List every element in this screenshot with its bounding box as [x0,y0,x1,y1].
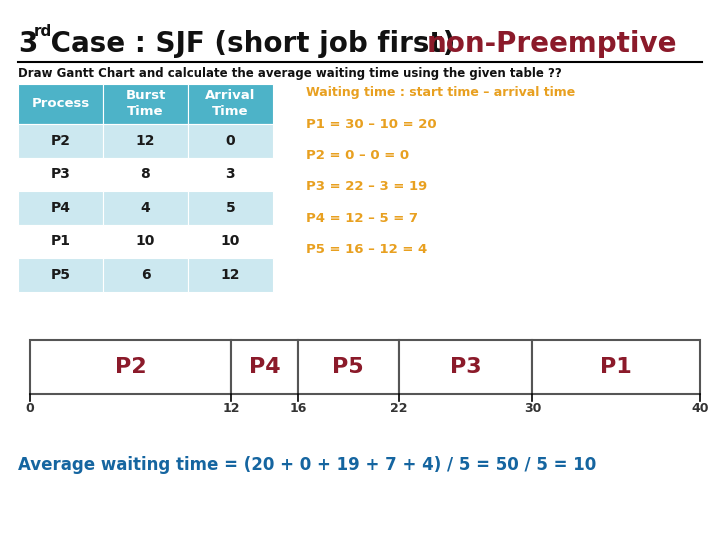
Text: P4: P4 [249,357,280,377]
Bar [298,340,399,394]
Bar [188,191,273,225]
Text: P4 = 12 – 5 = 7: P4 = 12 – 5 = 7 [306,212,418,225]
Text: P3: P3 [50,167,71,181]
Bar [188,158,273,191]
Bar [103,191,188,225]
Bar [18,225,103,258]
Text: 16: 16 [289,402,307,415]
Text: Case : SJF (short job first): Case : SJF (short job first) [41,30,465,58]
Text: 5: 5 [225,201,235,215]
Bar [188,225,273,258]
Text: P4: P4 [50,201,71,215]
Bar [18,191,103,225]
Bar [231,340,298,394]
Bar [188,124,273,158]
Text: P3: P3 [450,357,481,377]
Text: P1: P1 [50,234,71,248]
Text: Arrival
Time: Arrival Time [205,90,256,118]
Text: 3: 3 [225,167,235,181]
Bar [103,84,188,124]
Bar [188,84,273,124]
Text: Draw Gantt Chart and calculate the average waiting time using the given table ??: Draw Gantt Chart and calculate the avera… [18,68,562,80]
Bar [18,258,103,292]
Text: P2 = 0 – 0 = 0: P2 = 0 – 0 = 0 [306,149,409,162]
Text: 4: 4 [140,201,150,215]
Text: 10: 10 [136,234,155,248]
Text: 10: 10 [221,234,240,248]
Text: P3 = 22 – 3 = 19: P3 = 22 – 3 = 19 [306,180,427,193]
Text: Process: Process [32,97,89,111]
Text: 12: 12 [222,402,240,415]
Bar [103,124,188,158]
Text: P5: P5 [333,357,364,377]
Text: Waiting time : start time – arrival time: Waiting time : start time – arrival time [306,86,575,99]
Text: 3: 3 [18,30,37,58]
Bar [18,84,103,124]
Text: P5: P5 [50,268,71,282]
Bar [18,158,103,191]
Text: Burst
Time: Burst Time [125,90,166,118]
Text: 40: 40 [691,402,708,415]
Text: 0: 0 [26,402,35,415]
Text: P1 = 30 – 10 = 20: P1 = 30 – 10 = 20 [306,118,436,131]
Text: P2: P2 [115,357,146,377]
Text: 12: 12 [220,268,240,282]
Text: 12: 12 [135,134,156,148]
Bar [103,158,188,191]
Text: Average waiting time = (20 + 0 + 19 + 7 + 4) / 5 = 50 / 5 = 10: Average waiting time = (20 + 0 + 19 + 7 … [18,456,596,474]
Text: non-Preemptive: non-Preemptive [426,30,677,58]
Text: rd: rd [34,24,52,39]
Text: 6: 6 [140,268,150,282]
Bar [103,225,188,258]
Text: 0: 0 [225,134,235,148]
Text: P5 = 16 – 12 = 4: P5 = 16 – 12 = 4 [306,243,427,256]
Text: P2: P2 [50,134,71,148]
Bar [30,340,231,394]
Bar [103,258,188,292]
Bar [188,258,273,292]
Text: 30: 30 [523,402,541,415]
Text: 8: 8 [140,167,150,181]
Bar [18,124,103,158]
Bar [533,340,700,394]
Text: P1: P1 [600,357,632,377]
Bar [399,340,533,394]
Text: 22: 22 [390,402,408,415]
